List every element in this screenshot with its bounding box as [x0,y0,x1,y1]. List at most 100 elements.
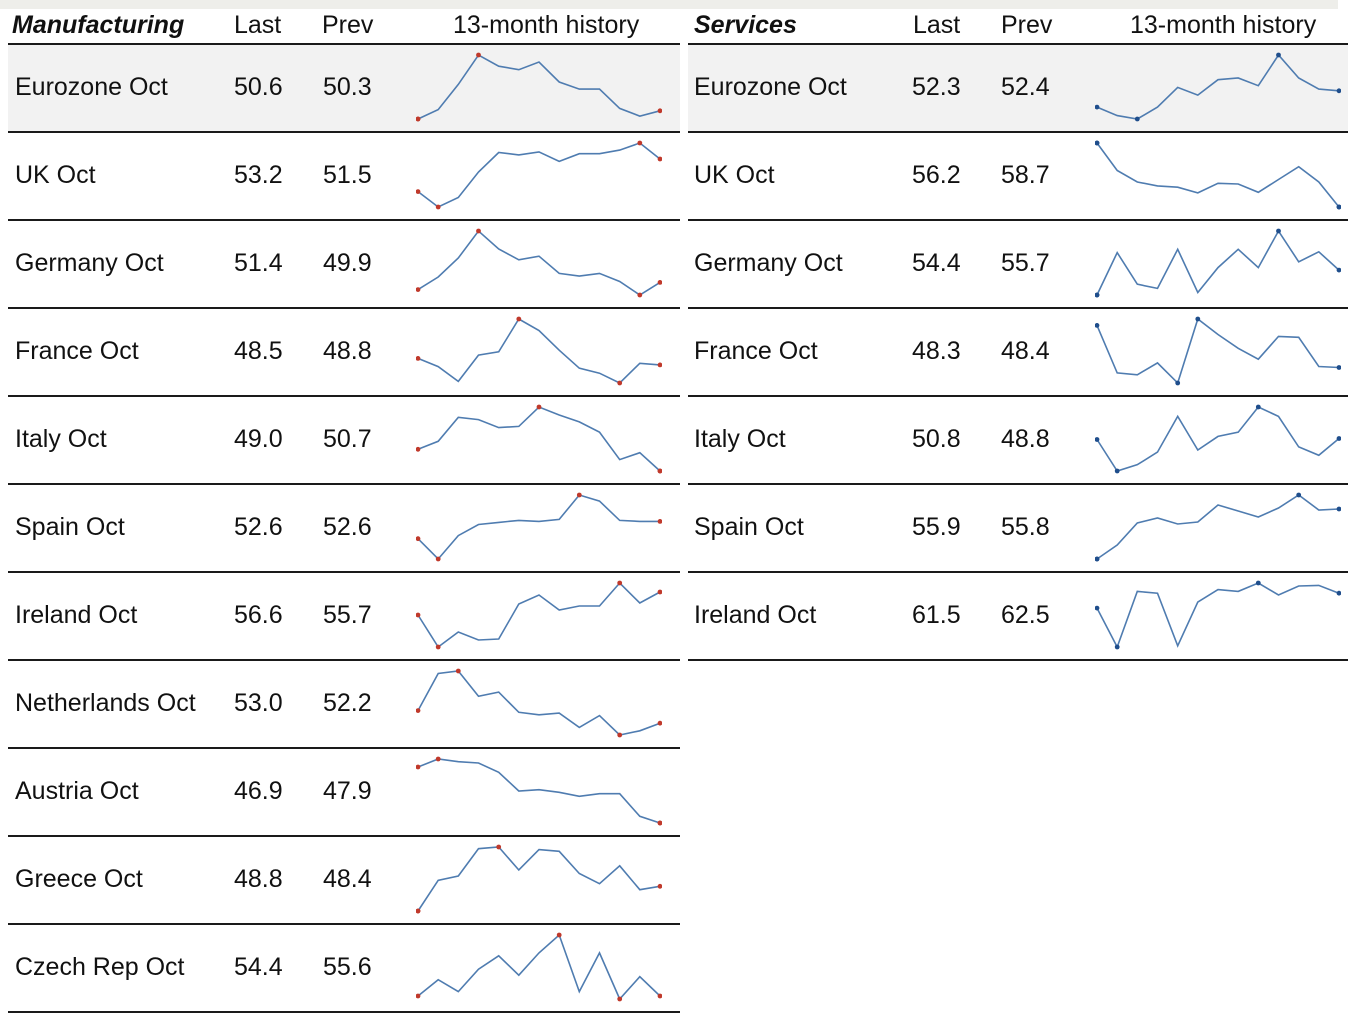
last-value: 54.4 [234,953,283,981]
last-value: 53.2 [234,161,283,189]
low-point-marker [416,908,421,914]
last-point-marker [657,589,662,595]
row-label: Austria Oct [15,777,139,805]
table-row: Netherlands Oct 53.0 52.2 [8,661,680,749]
table-row: Eurozone Oct 52.3 52.4 [688,45,1348,133]
prev-value: 55.6 [323,953,372,981]
services-panel: Services Last Prev 13-month history Euro… [688,9,1348,661]
high-point-marker [476,52,481,58]
sparkline-series [417,846,661,912]
last-value: 48.8 [234,865,283,893]
high-point-marker [1095,140,1100,146]
row-label: Spain Oct [694,513,804,541]
row-label: France Oct [694,337,818,365]
prev-value: 62.5 [1001,601,1050,629]
row-label: Czech Rep Oct [15,953,185,981]
sparkline-series [1096,53,1340,120]
sparkline [1095,228,1341,298]
prev-value: 52.2 [323,689,372,717]
sparkline-series [1096,317,1340,385]
prev-value: 52.4 [1001,73,1050,101]
last-point-marker [657,362,662,368]
last-value: 46.9 [234,777,283,805]
row-label: France Oct [15,337,139,365]
last-point-marker [1336,590,1341,596]
sparkline [416,52,662,122]
high-point-marker [1296,492,1302,498]
last-point-marker [1336,436,1341,441]
first-point-marker [1095,104,1100,110]
high-point-marker [435,756,441,762]
last-point-marker [657,720,662,726]
last-value: 52.6 [234,513,283,541]
table-row: Ireland Oct 56.6 55.7 [8,573,680,661]
sparkline [416,140,662,210]
table-row: Czech Rep Oct 54.4 55.6 [8,925,680,1013]
table-row: Spain Oct 52.6 52.6 [8,485,680,573]
row-label: Ireland Oct [15,601,138,629]
last-point-marker [1336,365,1341,370]
row-label: Netherlands Oct [15,689,196,717]
table-row: Germany Oct 51.4 49.9 [8,221,680,309]
prev-value: 55.7 [1001,249,1050,277]
last-point-marker [657,519,662,524]
last-value: 61.5 [912,601,961,629]
last-value: 53.0 [234,689,283,717]
sparkline-series [1096,229,1340,296]
sparkline-series [417,142,661,208]
sparkline [416,932,662,1002]
table-row: Italy Oct 50.8 48.8 [688,397,1348,485]
last-point-marker [657,883,662,889]
last-point-marker [657,156,662,162]
table-row: France Oct 48.3 48.4 [688,309,1348,397]
table-row: Eurozone Oct 50.6 50.3 [8,45,680,133]
prev-value: 48.4 [323,865,372,893]
high-point-marker [536,404,542,410]
first-point-marker [416,189,421,194]
prev-value: 55.8 [1001,513,1050,541]
table-row: Germany Oct 54.4 55.7 [688,221,1348,309]
first-point-marker [416,993,421,999]
low-point-marker [617,996,623,1002]
last-value: 52.3 [912,73,961,101]
row-label: Spain Oct [15,513,125,541]
sparkline-series [417,581,661,649]
sparkline [416,580,662,650]
low-point-marker [1095,556,1100,562]
last-value: 49.0 [234,425,283,453]
prev-value: 49.9 [323,249,372,277]
table-row: Italy Oct 49.0 50.7 [8,397,680,485]
prev-value: 52.6 [323,513,372,541]
sparkline-series [417,494,660,561]
last-point-marker [657,993,662,999]
sparkline-series [1096,582,1340,649]
row-label: UK Oct [694,161,775,189]
last-value: 56.6 [234,601,283,629]
low-point-marker [637,292,643,298]
low-point-marker [657,468,662,474]
prev-value: 51.5 [323,161,372,189]
col-history: 13-month history [453,11,640,39]
col-prev: Prev [322,11,374,39]
prev-value: 50.7 [323,425,372,453]
prev-value: 48.8 [323,337,372,365]
sparkline [416,492,662,562]
last-value: 55.9 [912,513,961,541]
first-point-marker [416,536,421,542]
row-label: Ireland Oct [694,601,817,629]
prev-value: 50.3 [323,73,372,101]
top-band [0,0,1338,9]
high-point-marker [455,668,461,674]
manufacturing-header: Manufacturing Last Prev 13-month history [8,9,680,45]
table-row: France Oct 48.5 48.8 [8,309,680,397]
low-point-marker [435,644,441,650]
last-point-marker [1336,88,1341,94]
manufacturing-title: Manufacturing [12,11,185,39]
col-history: 13-month history [1130,11,1317,39]
low-point-marker [1114,644,1120,650]
high-point-marker [1195,316,1201,322]
sparkline-series [417,53,661,120]
prev-value: 48.8 [1001,425,1050,453]
sparkline [1095,140,1341,210]
row-label: Eurozone Oct [15,73,168,101]
